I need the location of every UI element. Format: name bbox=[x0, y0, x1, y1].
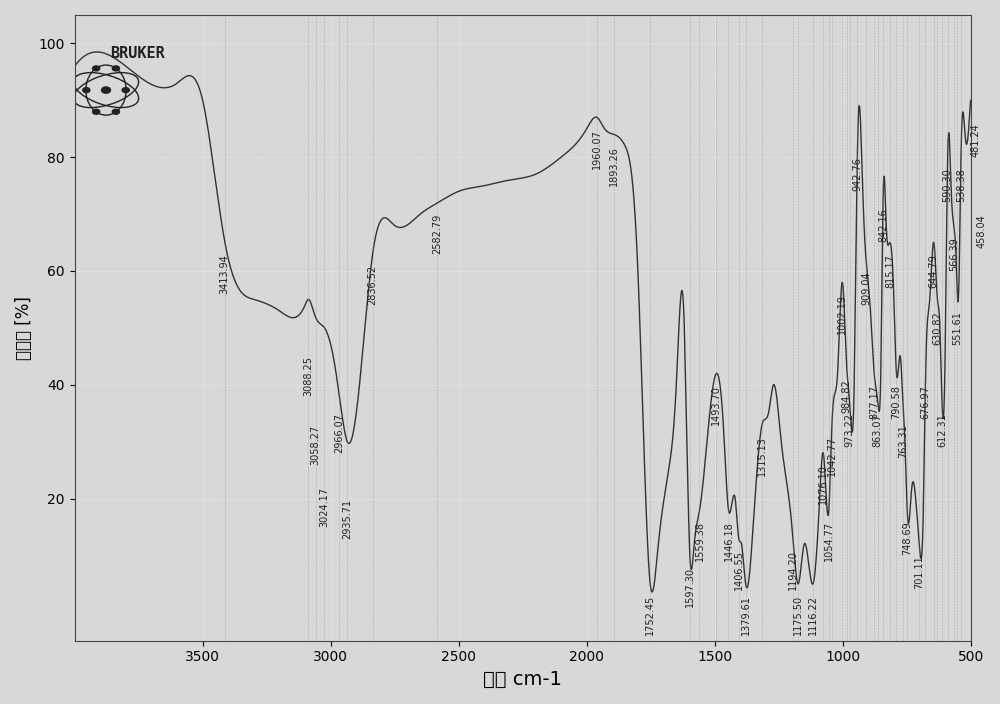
Text: 1054.77: 1054.77 bbox=[824, 521, 834, 561]
Text: 748.69: 748.69 bbox=[902, 521, 912, 555]
Text: 973.22: 973.22 bbox=[845, 413, 855, 447]
Text: 1493.70: 1493.70 bbox=[711, 385, 721, 425]
Text: 1175.50: 1175.50 bbox=[793, 595, 803, 635]
Circle shape bbox=[83, 87, 90, 93]
Text: 1597.30: 1597.30 bbox=[685, 567, 695, 607]
X-axis label: 波数 cm-1: 波数 cm-1 bbox=[483, 670, 562, 689]
Text: 1379.61: 1379.61 bbox=[741, 595, 751, 635]
Text: 815.17: 815.17 bbox=[885, 254, 895, 288]
Text: 1042.77: 1042.77 bbox=[827, 436, 837, 476]
Text: 1406.55: 1406.55 bbox=[734, 550, 744, 590]
Text: 612.31: 612.31 bbox=[937, 413, 947, 447]
Text: 984.82: 984.82 bbox=[842, 379, 852, 413]
Text: 1960.07: 1960.07 bbox=[592, 129, 602, 169]
Text: 1893.26: 1893.26 bbox=[609, 146, 619, 186]
Text: 1315.13: 1315.13 bbox=[757, 436, 767, 476]
Circle shape bbox=[112, 66, 119, 71]
Text: 701.11: 701.11 bbox=[914, 555, 924, 589]
Text: 1194.20: 1194.20 bbox=[788, 550, 798, 589]
Text: 863.07: 863.07 bbox=[873, 413, 883, 447]
Text: 1076.10: 1076.10 bbox=[818, 465, 828, 504]
Circle shape bbox=[93, 109, 100, 114]
Text: 590.30: 590.30 bbox=[943, 168, 953, 202]
Text: 644.79: 644.79 bbox=[929, 254, 939, 288]
Circle shape bbox=[93, 66, 100, 71]
Text: 3413.94: 3413.94 bbox=[220, 254, 230, 294]
Circle shape bbox=[122, 87, 129, 93]
Text: 763.31: 763.31 bbox=[898, 425, 908, 458]
Text: 630.82: 630.82 bbox=[932, 310, 942, 344]
Text: 909.04: 909.04 bbox=[861, 271, 871, 305]
Circle shape bbox=[102, 87, 110, 93]
Text: 1446.18: 1446.18 bbox=[723, 521, 733, 561]
Y-axis label: 透过率 [%]: 透过率 [%] bbox=[15, 296, 33, 360]
Text: 566.39: 566.39 bbox=[949, 237, 959, 270]
Circle shape bbox=[112, 109, 119, 114]
Text: 942.76: 942.76 bbox=[852, 157, 862, 191]
Text: 3088.25: 3088.25 bbox=[303, 356, 313, 396]
Text: BRUKER: BRUKER bbox=[110, 46, 165, 61]
Text: 2966.07: 2966.07 bbox=[334, 413, 344, 453]
Text: 1116.22: 1116.22 bbox=[808, 595, 818, 635]
Text: 2836.52: 2836.52 bbox=[368, 265, 378, 306]
Text: 877.17: 877.17 bbox=[869, 385, 879, 419]
Text: 3058.27: 3058.27 bbox=[311, 425, 321, 465]
Text: 538.38: 538.38 bbox=[956, 168, 966, 202]
Text: 1559.38: 1559.38 bbox=[694, 521, 704, 561]
Text: 481.24: 481.24 bbox=[971, 123, 981, 157]
Text: 458.04: 458.04 bbox=[976, 214, 986, 248]
Text: 2935.71: 2935.71 bbox=[342, 498, 352, 539]
Text: 551.61: 551.61 bbox=[952, 310, 962, 345]
Text: 676.97: 676.97 bbox=[920, 385, 930, 419]
Text: 790.58: 790.58 bbox=[891, 385, 901, 419]
Text: 2582.79: 2582.79 bbox=[432, 214, 442, 254]
Text: 1752.45: 1752.45 bbox=[645, 595, 655, 636]
Text: 3024.17: 3024.17 bbox=[319, 487, 329, 527]
Text: 842.16: 842.16 bbox=[878, 208, 888, 242]
Text: 1002.19: 1002.19 bbox=[837, 294, 847, 334]
